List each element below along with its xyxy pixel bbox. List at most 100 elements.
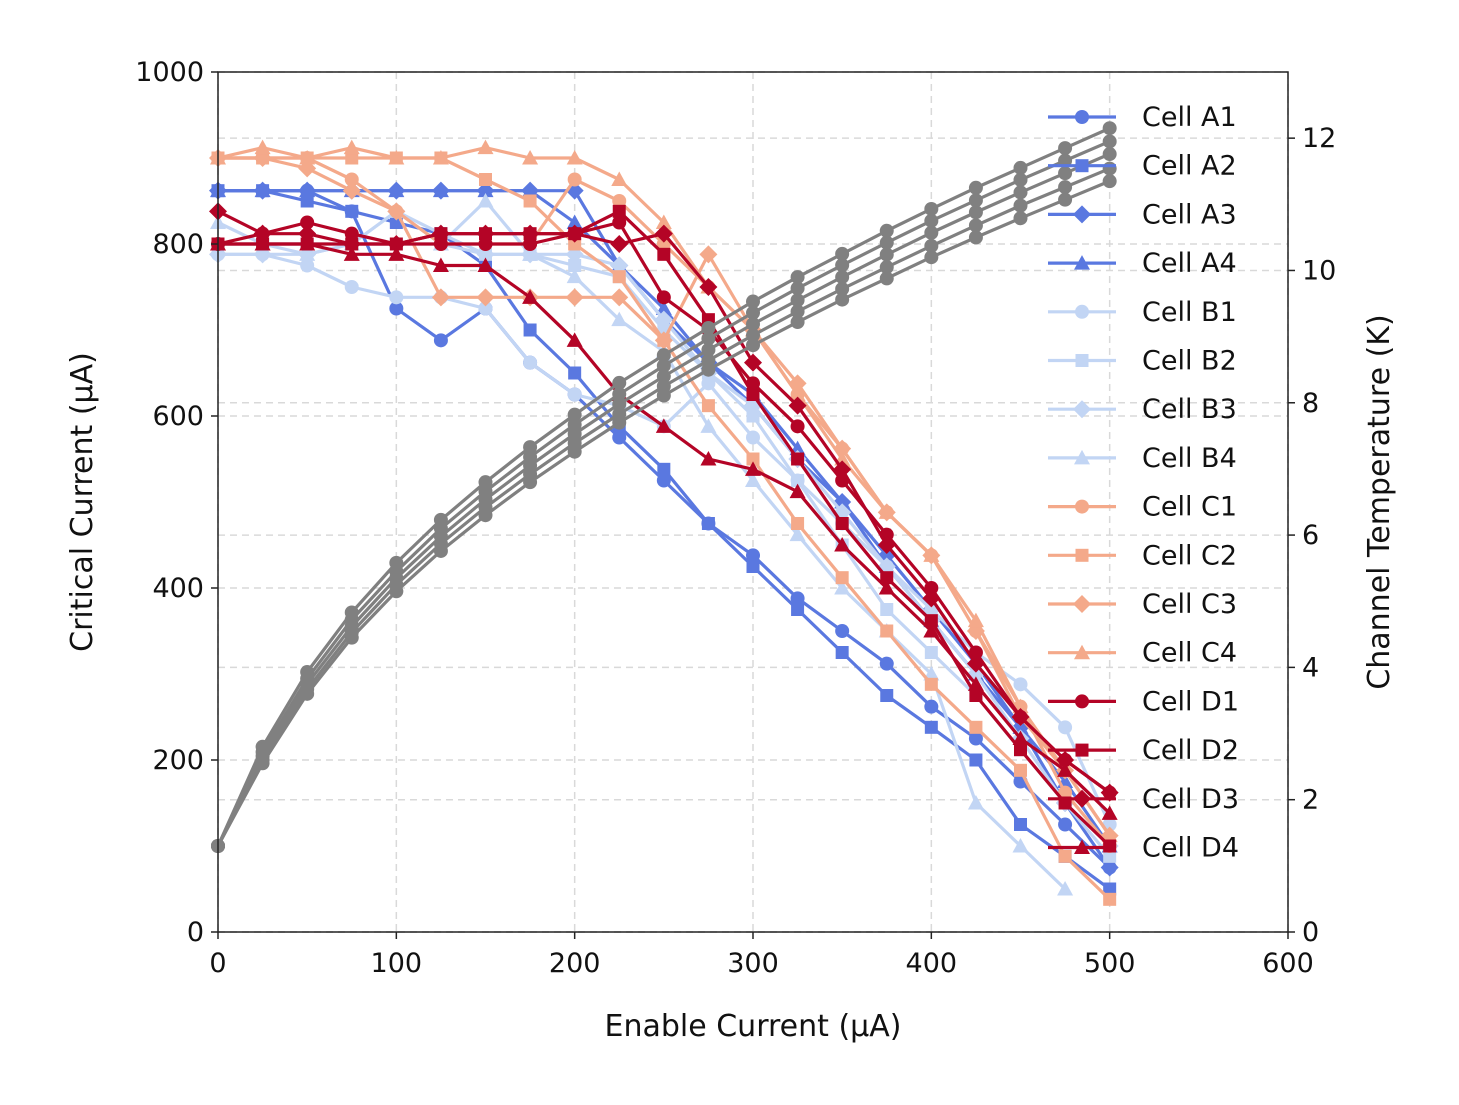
cell-5-point [523, 355, 538, 370]
cell-4-point [566, 214, 583, 229]
legend-item: Cell A1 [1048, 102, 1237, 133]
cell-16-point [388, 246, 405, 261]
cell-2-point [523, 323, 537, 337]
temperature-1-point [835, 246, 850, 261]
y-axis-title: Critical Current (μA) [65, 352, 100, 652]
cell-15-point [877, 536, 896, 554]
cell-10-point [523, 194, 537, 208]
cell-5-point [300, 258, 315, 273]
temperature-5-point [924, 250, 939, 265]
cell-16-point [299, 236, 316, 251]
cell-8-point [834, 580, 851, 595]
legend-label: Cell D4 [1142, 833, 1239, 864]
legend-swatch-marker [1074, 449, 1090, 465]
temperature-1-point [790, 270, 805, 285]
cell-12-point [522, 150, 539, 165]
legend-swatch-marker [1075, 304, 1089, 319]
cell-7-point [610, 256, 629, 275]
cell-16-point [254, 236, 271, 251]
legend-label: Cell A4 [1142, 248, 1237, 279]
legend-swatch-marker [1073, 789, 1091, 808]
cell-12-point [566, 150, 583, 165]
legend-swatch-marker [1075, 548, 1089, 562]
y2-axis-title: Channel Temperature (K) [1362, 314, 1397, 689]
cell-2-point [701, 517, 715, 530]
y-tick-label: 600 [152, 401, 204, 432]
cell-2-point [1014, 818, 1027, 831]
temperature-1-point [701, 321, 716, 336]
cell-1-point [612, 430, 627, 445]
y-tick-label: 400 [152, 573, 204, 604]
cell-1-point [835, 624, 850, 638]
temperature-3-point [790, 293, 805, 308]
cell-16-point [834, 537, 851, 552]
cell-9-point [344, 172, 359, 187]
legend-label: Cell B3 [1142, 394, 1237, 425]
cell-2-point [657, 462, 671, 476]
temperature-2-point [924, 213, 939, 228]
legend-item: Cell C1 [1048, 492, 1237, 523]
cell-2-point [791, 603, 805, 616]
cell-8-point [566, 268, 583, 284]
cell-4-point [432, 182, 449, 198]
legend-item: Cell A3 [1048, 199, 1237, 230]
legend-swatch-marker [1073, 595, 1091, 613]
y-tick-label: 800 [152, 229, 204, 260]
legend-swatch-marker [1075, 110, 1089, 124]
legend-item: Cell B1 [1048, 297, 1237, 328]
temperature-3-point [746, 317, 760, 332]
cell-10-point [746, 452, 760, 466]
temperature-3-point [835, 270, 850, 285]
cell-6-point [1103, 849, 1117, 863]
y-tick-label: 200 [152, 745, 204, 776]
cell-16-point [789, 483, 806, 499]
temperature-4-point [835, 281, 850, 296]
legend-item: Cell B2 [1048, 346, 1237, 377]
legend-label: Cell B4 [1142, 443, 1237, 474]
temperature-5-point [968, 230, 983, 245]
legend-label: Cell D1 [1142, 686, 1239, 717]
cell-8-point [923, 666, 940, 681]
cell-2-point [345, 204, 359, 218]
legend-item: Cell D4 [1048, 833, 1239, 864]
cell-10-point [612, 270, 626, 284]
cell-15-point [699, 278, 718, 296]
cell-15-point [521, 224, 540, 243]
cell-16-point [967, 676, 984, 691]
cell-8-point [1012, 838, 1029, 853]
legend-label: Cell C1 [1142, 492, 1237, 523]
cell-10-point [345, 151, 359, 165]
temperature-1-point [1013, 160, 1028, 175]
legend: Cell A1 Cell A2 Cell A3 Cell A4 Cell B1 Cell … [1048, 102, 1239, 864]
cell-15-point [966, 654, 985, 673]
cell-16-point [878, 580, 895, 595]
cell-5-point [1013, 677, 1028, 692]
cell-2-point [969, 753, 983, 767]
cell-1-point [656, 473, 671, 488]
cell-13-point [478, 237, 493, 251]
temperature-5-point [656, 388, 671, 403]
cell-12-point [432, 150, 449, 165]
cell-6-point [924, 646, 938, 659]
cell-15-point [744, 353, 762, 372]
cell-15-point [610, 235, 629, 253]
cell-10-point [1058, 849, 1072, 863]
cell-11-point [342, 181, 361, 200]
temperature-5-point [1058, 192, 1073, 207]
cell-3-point [1100, 858, 1119, 877]
temperature-3-point [1013, 185, 1028, 200]
cell-1-point [924, 699, 939, 714]
legend-label: Cell C4 [1142, 638, 1237, 669]
temperature-2-point [879, 235, 894, 250]
cell-2-point [746, 560, 760, 573]
cell-16-point [655, 418, 672, 433]
cell-4-point [254, 182, 271, 198]
temperature-4-point [924, 238, 939, 253]
axes: 0 100 200 300 400 500 600020040060080010000246… [135, 57, 1336, 979]
legend-item: Cell C2 [1048, 540, 1237, 571]
legend-swatch-marker [1075, 159, 1089, 173]
cell-1-point [1058, 817, 1073, 832]
cell-8-point [522, 246, 539, 261]
cell-5-point [567, 387, 582, 402]
